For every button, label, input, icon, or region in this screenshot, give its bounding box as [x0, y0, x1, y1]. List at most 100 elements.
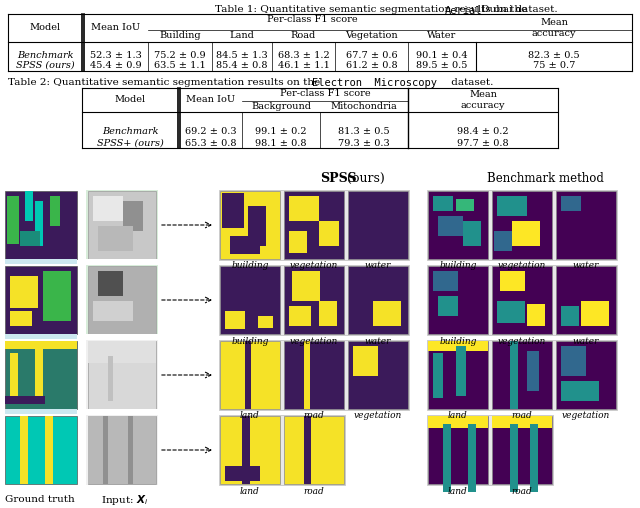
Bar	[348, 266, 408, 334]
Bar	[373, 301, 401, 326]
Text: water: water	[573, 336, 599, 345]
Text: 79.3 ± 0.3: 79.3 ± 0.3	[338, 139, 390, 147]
Text: Benchmark: Benchmark	[102, 128, 158, 137]
Bar	[86, 334, 158, 339]
Bar	[427, 340, 617, 410]
Bar	[497, 301, 525, 323]
Bar	[428, 341, 488, 409]
Bar	[428, 266, 488, 334]
Text: Dubai dataset.: Dubai dataset.	[478, 6, 557, 15]
Bar	[512, 221, 540, 246]
Bar	[220, 341, 280, 409]
Bar	[530, 424, 538, 492]
Text: 82.3 ± 0.5: 82.3 ± 0.5	[528, 50, 580, 59]
Text: 99.1 ± 0.2: 99.1 ± 0.2	[255, 128, 307, 137]
Bar	[463, 221, 481, 246]
Text: land: land	[240, 411, 260, 421]
Bar	[88, 341, 156, 363]
Bar	[284, 341, 344, 409]
Text: 63.5 ± 1.1: 63.5 ± 1.1	[154, 60, 206, 70]
Bar	[98, 226, 133, 251]
Bar	[319, 301, 337, 326]
Bar	[289, 196, 319, 221]
Bar	[220, 416, 280, 484]
Bar	[468, 424, 476, 492]
Text: Aerial: Aerial	[445, 6, 483, 16]
Text: 68.3 ± 1.2: 68.3 ± 1.2	[278, 50, 330, 59]
Bar	[556, 266, 616, 334]
Text: Land: Land	[230, 30, 255, 40]
Text: 75.2 ± 0.9: 75.2 ± 0.9	[154, 50, 206, 59]
Bar	[88, 341, 156, 409]
Text: land: land	[448, 411, 468, 421]
Text: Input: $\boldsymbol{X}_i$: Input: $\boldsymbol{X}_i$	[101, 493, 148, 507]
Bar	[438, 216, 463, 236]
Text: SPSS (ours): SPSS (ours)	[16, 60, 74, 70]
Bar	[492, 416, 552, 484]
Bar	[123, 201, 143, 231]
Bar	[45, 416, 53, 484]
Text: Model: Model	[29, 23, 61, 33]
Bar	[428, 416, 488, 484]
Bar	[88, 266, 156, 334]
Bar	[86, 340, 158, 410]
Text: 89.5 ± 0.5: 89.5 ± 0.5	[416, 60, 468, 70]
Bar	[304, 341, 310, 409]
Bar	[5, 266, 77, 334]
Text: 98.1 ± 0.8: 98.1 ± 0.8	[255, 139, 307, 147]
Text: land: land	[240, 487, 260, 495]
Bar	[428, 416, 488, 428]
Bar	[510, 341, 518, 409]
Bar	[492, 416, 552, 428]
Bar	[427, 415, 553, 485]
Bar	[86, 415, 158, 485]
Bar	[108, 356, 113, 401]
Bar	[103, 416, 108, 484]
Text: 98.4 ± 0.2: 98.4 ± 0.2	[457, 128, 509, 137]
Bar	[222, 193, 244, 228]
Bar	[353, 346, 378, 376]
Bar	[348, 341, 408, 409]
Text: vegetation: vegetation	[498, 262, 546, 270]
Text: SPSS: SPSS	[320, 173, 356, 185]
Bar	[242, 416, 250, 484]
Text: 97.7 ± 0.8: 97.7 ± 0.8	[457, 139, 509, 147]
Text: 84.5 ± 1.3: 84.5 ± 1.3	[216, 50, 268, 59]
Text: vegetation: vegetation	[498, 336, 546, 345]
Bar	[248, 206, 266, 246]
Bar	[284, 416, 344, 484]
Bar	[5, 259, 77, 264]
Text: Electron  Microscopy: Electron Microscopy	[312, 78, 437, 88]
Bar	[86, 265, 158, 335]
Text: 46.1 ± 1.1: 46.1 ± 1.1	[278, 60, 330, 70]
Text: 69.2 ± 0.3: 69.2 ± 0.3	[185, 128, 237, 137]
Text: Road: Road	[291, 30, 316, 40]
Text: Mean
accuracy: Mean accuracy	[532, 18, 576, 38]
Text: Building: Building	[159, 30, 201, 40]
Bar	[492, 266, 552, 334]
Bar	[456, 346, 466, 396]
Bar	[304, 416, 311, 484]
Bar	[289, 306, 311, 326]
Text: building: building	[439, 262, 477, 270]
Bar	[88, 191, 156, 259]
Bar	[348, 191, 408, 259]
Text: dataset.: dataset.	[448, 78, 493, 87]
Bar	[225, 311, 245, 329]
Bar	[93, 301, 133, 321]
Text: vegetation: vegetation	[562, 411, 610, 421]
Bar	[5, 191, 77, 259]
Bar	[245, 341, 251, 409]
Bar	[20, 416, 28, 484]
Text: Table 1: Quantitative semantic segmentation results on the: Table 1: Quantitative semantic segmentat…	[215, 6, 531, 15]
Text: 90.1 ± 0.4: 90.1 ± 0.4	[416, 50, 468, 59]
Bar	[86, 190, 158, 260]
Bar	[10, 353, 18, 403]
Text: building: building	[231, 336, 269, 345]
Text: 61.2 ± 0.8: 61.2 ± 0.8	[346, 60, 397, 70]
Bar	[86, 409, 158, 414]
Text: Table 2: Quantitative semantic segmentation results on the: Table 2: Quantitative semantic segmentat…	[8, 78, 323, 87]
Text: road: road	[511, 411, 532, 421]
Bar	[456, 199, 474, 211]
Text: Model: Model	[115, 96, 145, 105]
